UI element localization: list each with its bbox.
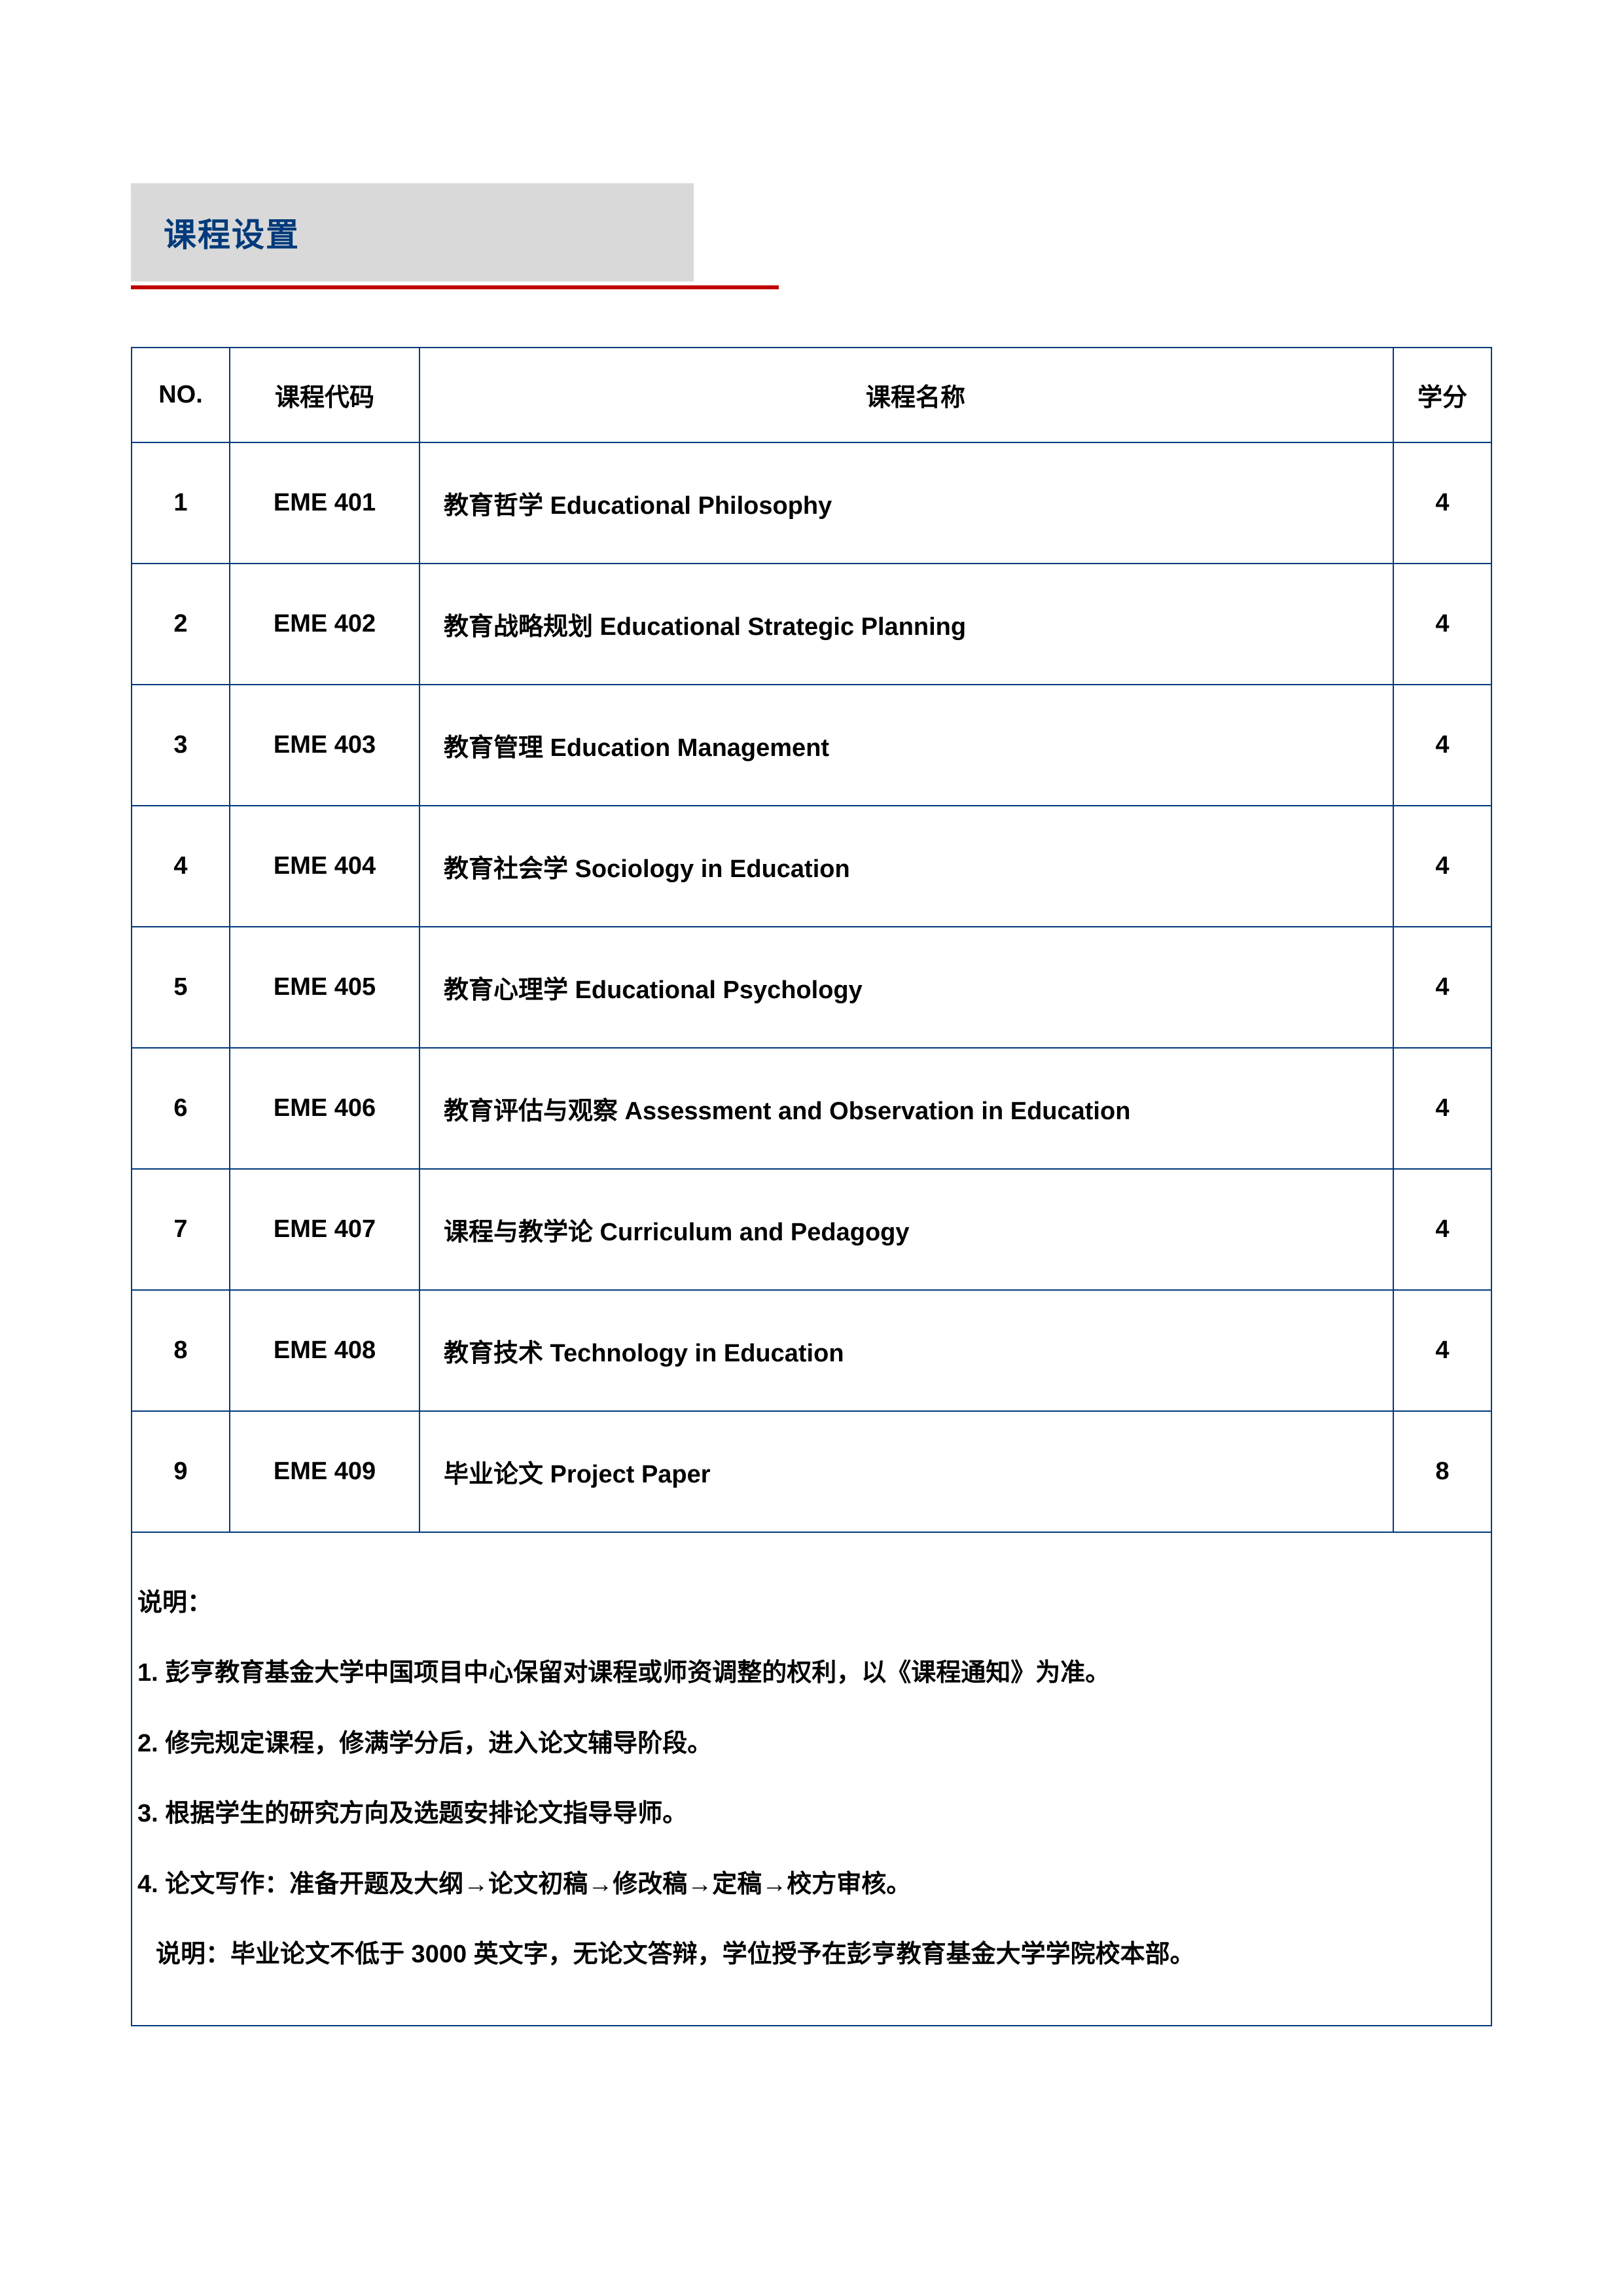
notes-item: 1. 彭亨教育基金大学中国项目中心保留对课程或师资调整的权利，以《课程通知》为准… xyxy=(137,1645,1486,1702)
cell-name: 课程与教学论 Curriculum and Pedagogy xyxy=(419,1169,1393,1290)
cell-credits: 4 xyxy=(1393,1290,1491,1411)
cell-no: 7 xyxy=(132,1169,230,1290)
table-row: 1EME 401教育哲学 Educational Philosophy4 xyxy=(132,442,1491,564)
table-head: NO. 课程代码 课程名称 学分 xyxy=(132,348,1491,442)
cell-name: 教育技术 Technology in Education xyxy=(419,1290,1393,1411)
notes-label: 说明： xyxy=(137,1575,1486,1632)
cell-code: EME 402 xyxy=(230,564,419,685)
notes-row: 说明： 1. 彭亨教育基金大学中国项目中心保留对课程或师资调整的权利，以《课程通… xyxy=(132,1532,1491,2026)
section-title: 课程设置 xyxy=(164,209,300,256)
table-row: 5EME 405教育心理学 Educational Psychology4 xyxy=(132,927,1491,1048)
cell-name: 教育心理学 Educational Psychology xyxy=(419,927,1393,1048)
cell-credits: 4 xyxy=(1393,442,1491,564)
cell-code: EME 406 xyxy=(230,1048,419,1169)
cell-code: EME 401 xyxy=(230,442,419,564)
cell-no: 6 xyxy=(132,1048,230,1169)
cell-credits: 4 xyxy=(1393,564,1491,685)
col-header-no: NO. xyxy=(132,348,230,442)
cell-code: EME 403 xyxy=(230,685,419,806)
table-header-row: NO. 课程代码 课程名称 学分 xyxy=(132,348,1491,442)
cell-no: 9 xyxy=(132,1411,230,1532)
cell-name: 教育哲学 Educational Philosophy xyxy=(419,442,1393,564)
section-title-block: 课程设置 xyxy=(131,183,1492,281)
cell-name: 毕业论文 Project Paper xyxy=(419,1411,1393,1532)
cell-name: 教育评估与观察 Assessment and Observation in Ed… xyxy=(419,1048,1393,1169)
notes-cell: 说明： 1. 彭亨教育基金大学中国项目中心保留对课程或师资调整的权利，以《课程通… xyxy=(132,1532,1491,2026)
table-row: 4EME 404教育社会学 Sociology in Education4 xyxy=(132,806,1491,927)
col-header-code: 课程代码 xyxy=(230,348,419,442)
cell-code: EME 408 xyxy=(230,1290,419,1411)
cell-no: 8 xyxy=(132,1290,230,1411)
cell-no: 1 xyxy=(132,442,230,564)
cell-name: 教育战略规划 Educational Strategic Planning xyxy=(419,564,1393,685)
notes-item: 说明：毕业论文不低于 3000 英文字，无论文答辩，学位授予在彭亨教育基金大学学… xyxy=(137,1926,1486,1983)
cell-code: EME 404 xyxy=(230,806,419,927)
cell-no: 2 xyxy=(132,564,230,685)
cell-credits: 8 xyxy=(1393,1411,1491,1532)
table-row: 6EME 406教育评估与观察 Assessment and Observati… xyxy=(132,1048,1491,1169)
cell-no: 4 xyxy=(132,806,230,927)
table-row: 8EME 408教育技术 Technology in Education4 xyxy=(132,1290,1491,1411)
cell-code: EME 409 xyxy=(230,1411,419,1532)
col-header-credits: 学分 xyxy=(1393,348,1491,442)
table-row: 2EME 402教育战略规划 Educational Strategic Pla… xyxy=(132,564,1491,685)
section-title-bg: 课程设置 xyxy=(131,183,694,281)
cell-credits: 4 xyxy=(1393,806,1491,927)
table-row: 3EME 403教育管理 Education Management4 xyxy=(132,685,1491,806)
table-row: 7EME 407课程与教学论 Curriculum and Pedagogy4 xyxy=(132,1169,1491,1290)
page: 课程设置 NO. 课程代码 课程名称 学分 1EME 401教育哲学 Educa… xyxy=(0,0,1623,2026)
notes-body: 说明： 1. 彭亨教育基金大学中国项目中心保留对课程或师资调整的权利，以《课程通… xyxy=(132,1532,1491,2026)
cell-no: 3 xyxy=(132,685,230,806)
cell-no: 5 xyxy=(132,927,230,1048)
cell-credits: 4 xyxy=(1393,685,1491,806)
cell-code: EME 407 xyxy=(230,1169,419,1290)
cell-credits: 4 xyxy=(1393,927,1491,1048)
section-underline xyxy=(131,285,779,289)
col-header-name: 课程名称 xyxy=(419,348,1393,442)
notes-item: 2. 修完规定课程，修满学分后，进入论文辅导阶段。 xyxy=(137,1715,1486,1772)
cell-code: EME 405 xyxy=(230,927,419,1048)
notes-item: 4. 论文写作：准备开题及大纲→论文初稿→修改稿→定稿→校方审核。 xyxy=(137,1856,1486,1913)
cell-credits: 4 xyxy=(1393,1169,1491,1290)
course-table: NO. 课程代码 课程名称 学分 1EME 401教育哲学 Educationa… xyxy=(131,347,1492,2026)
table-row: 9EME 409毕业论文 Project Paper8 xyxy=(132,1411,1491,1532)
table-body: 1EME 401教育哲学 Educational Philosophy42EME… xyxy=(132,442,1491,1532)
cell-credits: 4 xyxy=(1393,1048,1491,1169)
cell-name: 教育社会学 Sociology in Education xyxy=(419,806,1393,927)
cell-name: 教育管理 Education Management xyxy=(419,685,1393,806)
notes-item: 3. 根据学生的研究方向及选题安排论文指导导师。 xyxy=(137,1785,1486,1842)
